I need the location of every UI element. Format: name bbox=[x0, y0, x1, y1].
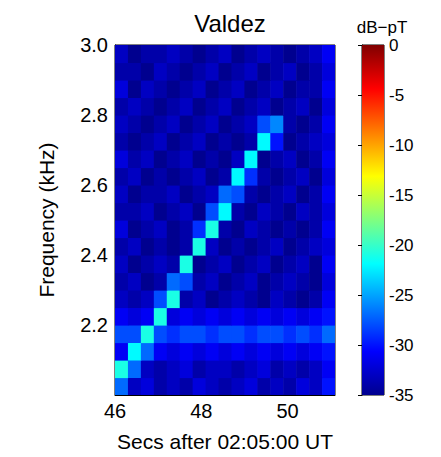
svg-text:-20: -20 bbox=[389, 236, 414, 255]
svg-text:0: 0 bbox=[389, 36, 398, 55]
svg-text:-25: -25 bbox=[389, 286, 414, 305]
svg-text:-15: -15 bbox=[389, 186, 414, 205]
svg-text:Secs after 02:05:00 UT: Secs after 02:05:00 UT bbox=[117, 430, 333, 453]
svg-text:2.6: 2.6 bbox=[80, 174, 108, 196]
svg-text:dB−pT: dB−pT bbox=[357, 18, 408, 37]
svg-text:-35: -35 bbox=[389, 386, 414, 405]
svg-text:Valdez: Valdez bbox=[194, 10, 266, 37]
svg-text:Frequency (kHz): Frequency (kHz) bbox=[35, 142, 58, 297]
svg-text:50: 50 bbox=[276, 400, 298, 422]
svg-text:-10: -10 bbox=[389, 136, 414, 155]
svg-text:3.0: 3.0 bbox=[80, 34, 108, 56]
svg-text:2.2: 2.2 bbox=[80, 314, 108, 336]
svg-text:48: 48 bbox=[190, 400, 212, 422]
svg-text:2.8: 2.8 bbox=[80, 104, 108, 126]
svg-text:-30: -30 bbox=[389, 336, 414, 355]
svg-text:46: 46 bbox=[104, 400, 126, 422]
svg-text:-5: -5 bbox=[389, 86, 404, 105]
svg-text:2.4: 2.4 bbox=[80, 244, 108, 266]
